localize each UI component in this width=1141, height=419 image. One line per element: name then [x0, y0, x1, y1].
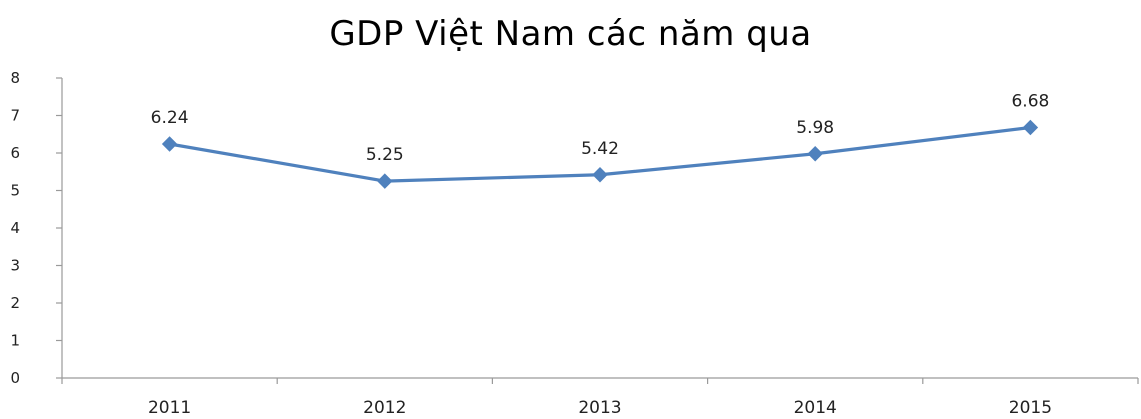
series-group	[161, 119, 1039, 189]
x-axis-labels: 2011 2012 2013 2014 2015	[61, 378, 1139, 418]
y-tick-label: 5	[10, 182, 20, 200]
y-tick-label: 8	[10, 69, 20, 87]
chart-title: GDP Việt Nam các năm qua	[329, 14, 812, 54]
data-point-marker	[377, 173, 393, 189]
y-tick-label: 4	[10, 219, 20, 237]
x-tick-label: 2011	[148, 398, 191, 418]
chart-axes	[61, 78, 1138, 379]
data-labels: 6.24 5.25 5.42 5.98 6.68	[151, 92, 1050, 166]
data-point-marker	[807, 146, 823, 162]
data-label: 6.24	[151, 108, 189, 128]
data-point-marker	[161, 136, 178, 152]
data-label: 5.98	[796, 118, 834, 138]
y-tick-label: 0	[10, 369, 20, 387]
data-label: 6.68	[1011, 92, 1049, 112]
y-tick-label: 6	[10, 144, 20, 162]
x-tick-label: 2014	[794, 398, 837, 418]
x-tick-label: 2013	[578, 398, 621, 418]
x-tick-label: 2012	[363, 398, 406, 418]
data-point-marker	[1022, 119, 1039, 136]
y-tick-label: 2	[10, 294, 20, 312]
y-axis-ticks: 0 1 2 3 4 5 6 7 8	[10, 69, 62, 387]
x-tick-label: 2015	[1009, 398, 1052, 418]
y-tick-label: 3	[10, 257, 20, 275]
data-label: 5.42	[581, 139, 619, 159]
y-tick-label: 7	[10, 107, 20, 125]
data-point-marker	[592, 167, 608, 183]
y-tick-label: 1	[10, 332, 20, 350]
data-label: 5.25	[366, 145, 404, 165]
